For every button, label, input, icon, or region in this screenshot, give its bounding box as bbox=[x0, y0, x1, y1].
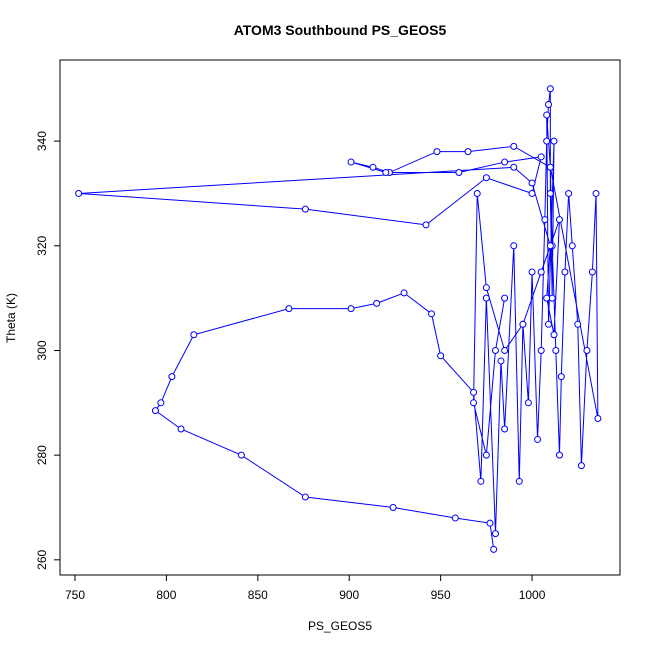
x-tick-label: 900 bbox=[339, 588, 359, 602]
x-tick-label: 1000 bbox=[519, 588, 546, 602]
point bbox=[545, 320, 553, 328]
point bbox=[565, 189, 573, 197]
point bbox=[501, 158, 509, 166]
point bbox=[464, 148, 472, 156]
x-tick-label: 950 bbox=[431, 588, 451, 602]
point bbox=[473, 189, 481, 197]
x-tick-label: 800 bbox=[156, 588, 176, 602]
y-tick-label: 320 bbox=[35, 235, 49, 255]
point bbox=[537, 346, 545, 354]
point bbox=[588, 268, 596, 276]
point bbox=[501, 425, 509, 433]
point bbox=[168, 373, 176, 381]
point bbox=[546, 189, 554, 197]
point bbox=[546, 163, 554, 171]
point bbox=[501, 346, 509, 354]
x-axis-label: PS_GEOS5 bbox=[308, 619, 372, 633]
point bbox=[491, 346, 499, 354]
point bbox=[482, 294, 490, 302]
point bbox=[577, 462, 585, 470]
point bbox=[543, 137, 551, 145]
x-tick-label: 750 bbox=[65, 588, 85, 602]
point bbox=[510, 142, 518, 150]
point bbox=[592, 189, 600, 197]
point bbox=[422, 221, 430, 229]
y-tick-label: 280 bbox=[35, 445, 49, 465]
chart-title: ATOM3 Southbound PS_GEOS5 bbox=[234, 22, 447, 38]
point bbox=[552, 346, 560, 354]
point bbox=[428, 310, 436, 318]
point bbox=[537, 268, 545, 276]
point bbox=[510, 163, 518, 171]
point bbox=[389, 503, 397, 511]
point bbox=[519, 320, 527, 328]
point bbox=[482, 174, 490, 182]
point bbox=[543, 111, 551, 119]
point bbox=[470, 388, 478, 396]
point bbox=[477, 477, 485, 485]
point bbox=[301, 205, 309, 213]
point bbox=[515, 477, 523, 485]
point bbox=[490, 545, 498, 553]
point bbox=[501, 294, 509, 302]
point bbox=[373, 299, 381, 307]
point bbox=[285, 305, 293, 313]
point bbox=[546, 242, 554, 250]
point bbox=[555, 451, 563, 459]
point bbox=[541, 216, 549, 224]
point bbox=[561, 268, 569, 276]
point bbox=[491, 530, 499, 538]
point bbox=[369, 163, 377, 171]
point bbox=[400, 289, 408, 297]
point bbox=[550, 331, 558, 339]
point bbox=[574, 320, 582, 328]
point bbox=[546, 85, 554, 93]
point bbox=[455, 169, 463, 177]
y-axis-label: Theta (K) bbox=[4, 293, 18, 343]
point bbox=[545, 100, 553, 108]
plot-frame bbox=[59, 59, 621, 576]
point bbox=[190, 331, 198, 339]
point bbox=[301, 493, 309, 501]
point bbox=[555, 216, 563, 224]
point bbox=[528, 268, 536, 276]
point bbox=[482, 284, 490, 292]
point bbox=[451, 514, 459, 522]
point bbox=[347, 305, 355, 313]
point bbox=[347, 158, 355, 166]
point bbox=[510, 242, 518, 250]
point bbox=[528, 189, 536, 197]
y-tick-label: 300 bbox=[35, 340, 49, 360]
point bbox=[583, 346, 591, 354]
point bbox=[524, 399, 532, 407]
point bbox=[470, 399, 478, 407]
y-tick-label: 340 bbox=[35, 131, 49, 151]
point bbox=[550, 137, 558, 145]
point bbox=[382, 169, 390, 177]
point bbox=[534, 435, 542, 443]
point bbox=[437, 352, 445, 360]
series-line bbox=[78, 88, 599, 550]
point bbox=[157, 399, 165, 407]
point bbox=[557, 373, 565, 381]
point bbox=[497, 357, 505, 365]
y-tick-label: 260 bbox=[35, 549, 49, 569]
x-tick-label: 850 bbox=[248, 588, 268, 602]
point bbox=[486, 519, 494, 527]
point bbox=[543, 294, 551, 302]
point bbox=[151, 407, 159, 415]
point bbox=[594, 415, 602, 423]
point bbox=[75, 189, 83, 197]
point bbox=[237, 451, 245, 459]
point bbox=[177, 425, 185, 433]
point bbox=[482, 451, 490, 459]
point bbox=[537, 153, 545, 161]
point bbox=[528, 179, 536, 187]
point bbox=[568, 242, 576, 250]
point bbox=[433, 148, 441, 156]
